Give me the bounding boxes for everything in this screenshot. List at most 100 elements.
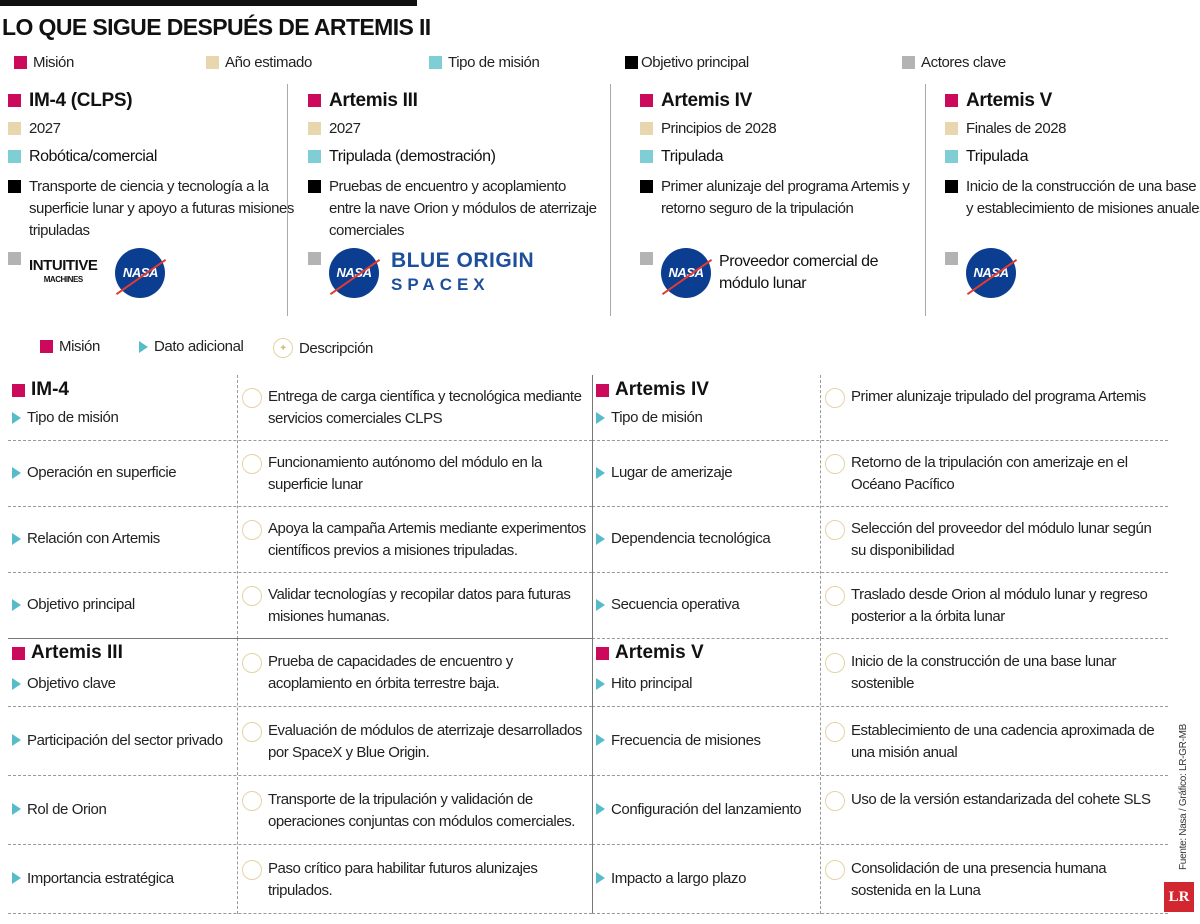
- blue-origin-logo: BLUE ORIGIN: [391, 249, 535, 272]
- nasa-logo: NASA: [329, 248, 379, 298]
- legend-label: Objetivo principal: [641, 54, 749, 71]
- detail-row: Dependencia tecnológica Selección del pro…: [592, 507, 1168, 573]
- triangle-icon: [596, 872, 605, 884]
- detail-label-text: Configuración del lanzamiento: [611, 800, 802, 818]
- page-title: LO QUE SIGUE DESPUÉS DE ARTEMIS II: [2, 14, 431, 40]
- mission-objective: Pruebas de encuentro y acoplamiento entr…: [308, 176, 598, 242]
- nasa-logo: NASA: [966, 248, 1016, 298]
- rocket-icon: [242, 388, 262, 408]
- mission-name-text: Artemis IV: [661, 90, 752, 111]
- detail-description-text: Prueba de capacidades de encuentro y aco…: [268, 652, 513, 692]
- actors-row: NASA: [945, 248, 1200, 298]
- rocket-icon: [825, 454, 845, 474]
- mission-card: Artemis IV Principios de 2028 Tripulada Pri…: [640, 90, 930, 304]
- detail-label-text: Rol de Orion: [27, 800, 107, 818]
- triangle-icon: [596, 734, 605, 746]
- center-divider: [592, 375, 593, 913]
- detail-label-text: Importancia estratégica: [27, 869, 174, 887]
- legend-label: Año estimado: [225, 54, 312, 71]
- detail-description-text: Selección del proveedor del módulo lunar…: [851, 520, 1152, 559]
- actores-swatch: [308, 252, 321, 265]
- objetivo-swatch: [308, 180, 321, 193]
- triangle-icon: [12, 466, 21, 479]
- detail-description: Funcionamiento autónomo del módulo en la…: [242, 452, 587, 496]
- detail-description: Transporte de la tripulación y validació…: [242, 789, 587, 833]
- tipo-swatch: [8, 150, 21, 163]
- mission-name: Artemis III: [308, 90, 598, 112]
- detail-label: Tipo de misión: [12, 409, 119, 426]
- mission-name: Artemis V: [945, 90, 1200, 112]
- actores-swatch: [640, 252, 653, 265]
- mission-type-text: Tripulada: [966, 148, 1029, 165]
- actors-row: NASA BLUE ORIGIN SPACEX: [308, 248, 598, 298]
- anio-swatch: [640, 122, 653, 135]
- detail-label: Lugar de amerizaje: [596, 464, 733, 481]
- actores-swatch: [8, 252, 21, 265]
- detail-description-text: Transporte de la tripulación y validació…: [268, 790, 575, 830]
- detail-description: Evaluación de módulos de aterrizaje desa…: [242, 720, 587, 764]
- mission-card: Artemis V Finales de 2028 Tripulada Inicio …: [945, 90, 1200, 304]
- nasa-logo: NASA: [661, 248, 711, 298]
- tipo-swatch: [429, 56, 442, 69]
- tipo-swatch: [945, 150, 958, 163]
- column-divider: [925, 84, 926, 316]
- detail-mission-name: Artemis IV: [615, 379, 709, 400]
- actor-text: Proveedor comercial de módulo lunar: [719, 253, 879, 292]
- legend-objetivo: Objetivo principal: [625, 54, 749, 71]
- detail-label-text: Objetivo clave: [27, 675, 116, 692]
- legend-label: Actores clave: [921, 54, 1006, 71]
- detail-label: Objetivo principal: [12, 596, 135, 613]
- detail-row: Secuencia operativa Traslado desde Orion …: [592, 573, 1168, 639]
- actors-row: INTUITIVE MACHINES NASA: [8, 248, 298, 298]
- mission-year-text: 2027: [329, 120, 361, 137]
- private-logos: BLUE ORIGIN SPACEX: [391, 250, 534, 296]
- detail-row: Importancia estratégica Paso crítico para…: [8, 845, 592, 914]
- detail-label: Impacto a largo plazo: [596, 870, 746, 887]
- rocket-icon: [825, 721, 845, 742]
- detail-label-text: Secuencia operativa: [611, 596, 740, 613]
- triangle-icon: [596, 677, 605, 690]
- detail-description: Validar tecnologías y recopilar datos pa…: [242, 584, 587, 628]
- mission-objective: Transporte de ciencia y tecnología a la …: [8, 176, 298, 242]
- dashed-divider: [237, 638, 238, 914]
- rocket-icon: [242, 520, 262, 540]
- mission-type: Tripulada: [945, 146, 1200, 168]
- mission-name: Artemis IV: [640, 90, 930, 112]
- legend-descripcion: ✦ Descripción: [273, 338, 373, 358]
- rocket-icon: [825, 652, 845, 673]
- detail-row: Rol de Orion Transporte de la tripulación…: [8, 776, 592, 845]
- legend-details: Misión Dato adicional ✦ Descripción: [0, 338, 600, 362]
- rocket-icon: [825, 790, 845, 811]
- detail-mission-title: Artemis III: [12, 642, 123, 664]
- rocket-icon: [825, 520, 845, 540]
- mission-name: IM-4 (CLPS): [8, 90, 298, 112]
- detail-description-text: Apoya la campaña Artemis mediante experi…: [268, 520, 586, 559]
- detail-description-text: Consolidación de una presencia humana so…: [851, 859, 1107, 899]
- detail-label: Secuencia operativa: [596, 596, 740, 613]
- detail-row: Operación en superficie Funcionamiento au…: [8, 441, 592, 507]
- detail-description-text: Entrega de carga científica y tecnológic…: [268, 388, 582, 427]
- dashed-divider: [237, 375, 238, 639]
- legend-label: Dato adicional: [154, 338, 244, 355]
- legend-label: Misión: [59, 338, 100, 355]
- detail-description: Prueba de capacidades de encuentro y aco…: [242, 651, 587, 695]
- mission-type-text: Tripulada: [661, 148, 724, 165]
- legend: Misión Año estimado Tipo de misión Objet…: [0, 54, 1200, 78]
- actores-swatch: [945, 252, 958, 265]
- detail-mission-name: Artemis III: [31, 642, 123, 663]
- mission-year-text: 2027: [29, 120, 61, 137]
- detail-label: Objetivo clave: [12, 675, 116, 692]
- tipo-swatch: [308, 150, 321, 163]
- detail-label-text: Operación en superficie: [27, 464, 177, 481]
- mision-swatch: [596, 646, 609, 660]
- triangle-icon: [12, 734, 21, 746]
- detail-description: Inicio de la construcción de una base lu…: [825, 651, 1163, 695]
- mission-year: 2027: [308, 118, 598, 140]
- mision-swatch: [14, 56, 27, 69]
- mision-swatch: [12, 383, 25, 397]
- detail-description: Apoya la campaña Artemis mediante experi…: [242, 518, 587, 562]
- detail-label: Relación con Artemis: [12, 530, 160, 547]
- detail-description: Retorno de la tripulación con amerizaje …: [825, 452, 1163, 496]
- mission-card: IM-4 (CLPS) 2027 Robótica/comercial Transpo…: [8, 90, 298, 304]
- detail-description-text: Paso crítico para habilitar futuros alun…: [268, 859, 538, 899]
